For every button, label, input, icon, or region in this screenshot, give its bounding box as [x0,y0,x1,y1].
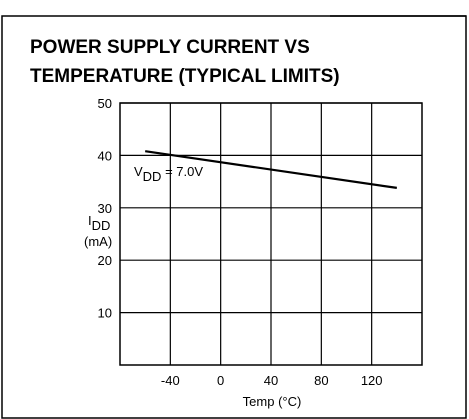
y-tick-label: 10 [98,306,112,321]
x-tick-label: -40 [161,373,180,388]
border [1,15,467,419]
x-tick-label: 40 [264,373,278,388]
y-axis-label: IDD [88,213,110,233]
data-line [145,150,397,189]
x-tick-label: 0 [217,373,224,388]
chart-title: TEMPERATURE (TYPICAL LIMITS) [30,66,340,87]
x-tick-label: 80 [314,373,328,388]
x-tick-label: 120 [361,373,383,388]
y-tick-label: 30 [98,201,112,216]
y-tick-label: 40 [98,148,112,163]
annotation: VDD = 7.0V [134,164,203,184]
chart-title: POWER SUPPLY CURRENT VS [30,37,310,58]
y-axis-unit: (mA) [84,234,112,249]
y-tick-label: 50 [98,96,112,111]
x-axis-label: Temp (°C) [243,394,302,409]
y-tick-label: 20 [98,253,112,268]
